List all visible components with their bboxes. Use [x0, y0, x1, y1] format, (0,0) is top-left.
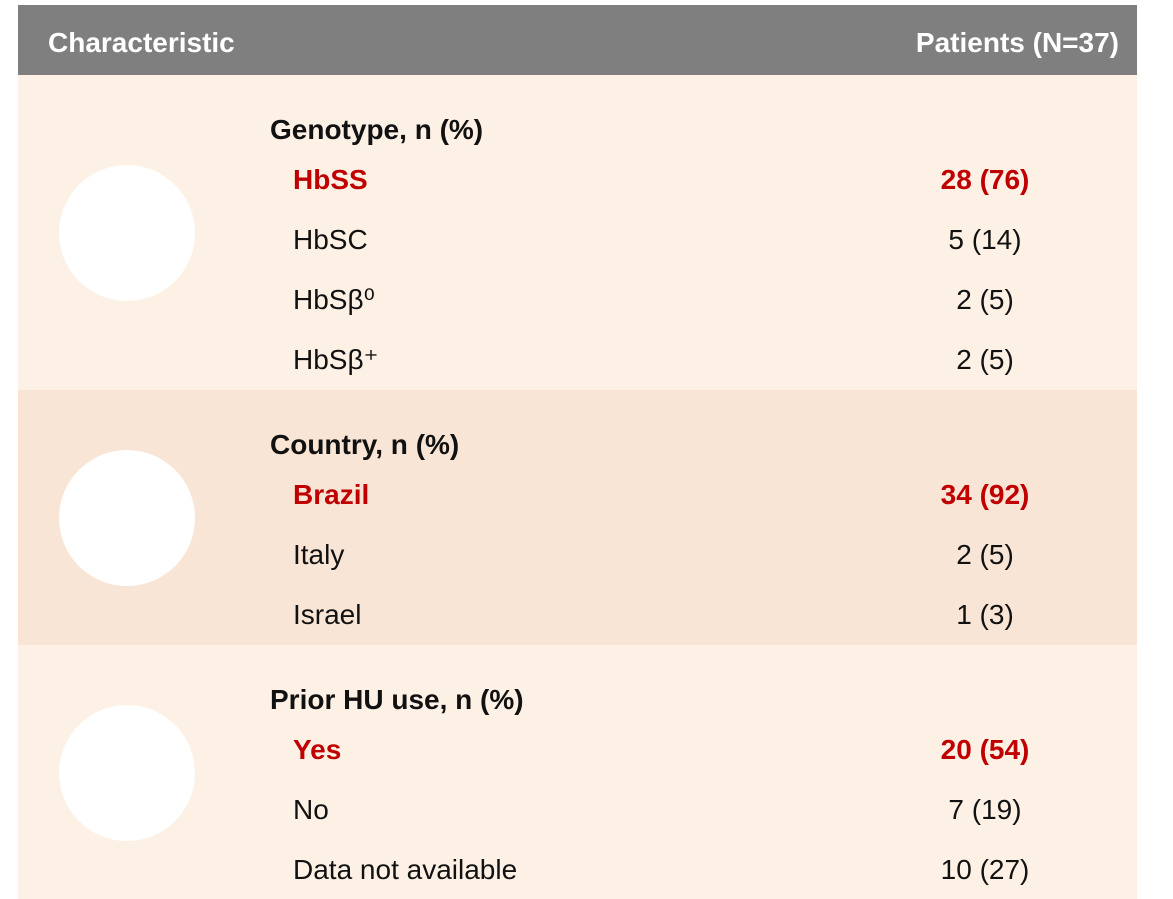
row-label: No — [293, 794, 329, 825]
row-label: HbSβ⁺ — [293, 344, 379, 375]
section-icon — [59, 704, 195, 841]
section-icon — [59, 449, 195, 586]
row-label: Italy — [293, 539, 345, 570]
row-value: 28 (76) — [940, 164, 1030, 195]
row-value: 1 (3) — [956, 599, 1014, 630]
header-characteristic: Characteristic — [48, 27, 235, 58]
header-patients: Patients (N=37) — [915, 27, 1119, 58]
row-value: 2 (5) — [956, 344, 1014, 375]
row-label: Yes — [293, 734, 342, 765]
row-value: 2 (5) — [956, 284, 1014, 315]
section-band — [18, 75, 1137, 390]
row-label: Data not available — [293, 854, 518, 885]
row-value: 20 (54) — [940, 734, 1030, 765]
row-value: 10 (27) — [940, 854, 1030, 885]
section-heading: Genotype, n (%) — [270, 114, 484, 145]
row-value: 5 (14) — [948, 224, 1022, 255]
section-band — [18, 390, 1137, 645]
row-value: 34 (92) — [940, 479, 1030, 510]
row-label: HbSC — [293, 224, 368, 255]
section-icon — [59, 164, 195, 301]
section-band — [18, 645, 1137, 899]
row-label: HbSS — [293, 164, 368, 195]
section-heading: Prior HU use, n (%) — [270, 684, 524, 715]
row-label: HbSβ⁰ — [293, 284, 375, 315]
row-label: Brazil — [293, 479, 370, 510]
row-value: 7 (19) — [948, 794, 1022, 825]
row-value: 2 (5) — [956, 539, 1014, 570]
section-heading: Country, n (%) — [270, 429, 460, 460]
header-bar: Characteristic Patients (N=37) — [18, 5, 1137, 75]
row-label: Israel — [293, 599, 362, 630]
